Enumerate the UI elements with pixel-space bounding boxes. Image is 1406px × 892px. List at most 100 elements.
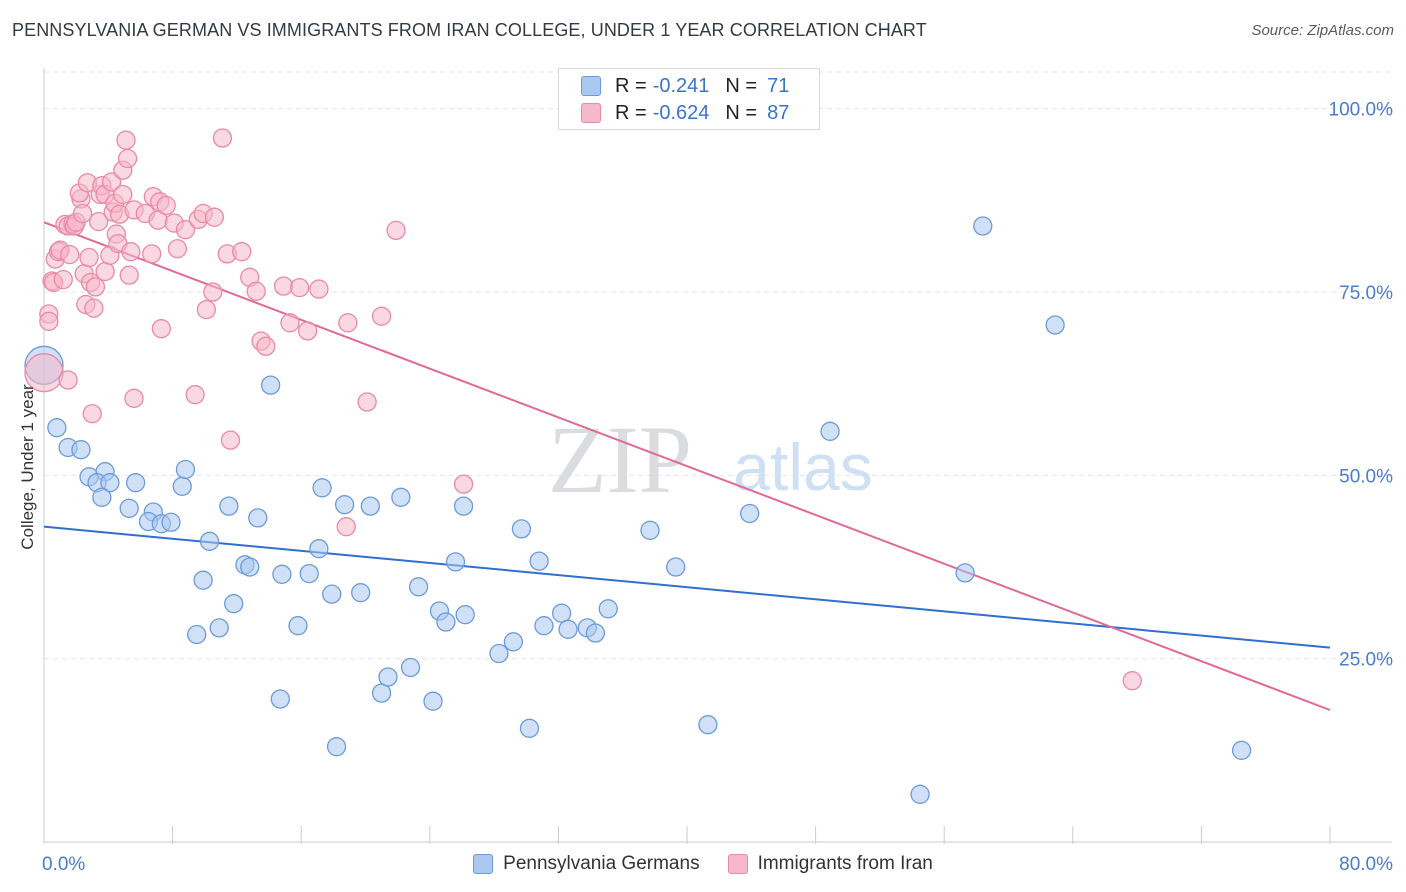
legend-item-immigrants-from-iran[interactable]: Immigrants from Iran xyxy=(727,853,933,875)
legend-label: Pennsylvania Germans xyxy=(503,853,700,874)
data-point-blue xyxy=(551,603,572,623)
data-point-pink xyxy=(116,130,136,150)
data-points xyxy=(24,128,1252,804)
data-point-blue xyxy=(598,599,618,619)
data-point-blue xyxy=(100,473,120,493)
data-point-blue xyxy=(400,657,421,678)
data-point-blue xyxy=(445,552,466,572)
data-point-pink xyxy=(371,306,392,326)
trend-line-blue xyxy=(43,525,1331,649)
data-point-blue xyxy=(519,718,540,738)
data-point-blue xyxy=(119,498,139,518)
data-point-blue xyxy=(698,715,718,735)
data-point-pink xyxy=(336,517,356,537)
data-point-blue xyxy=(322,584,342,604)
data-point-pink xyxy=(220,430,241,450)
data-point-blue xyxy=(378,667,398,687)
y-tick-label: 25.0% xyxy=(1339,650,1393,671)
data-point-pink xyxy=(53,269,73,290)
y-tick-label: 100.0% xyxy=(1329,100,1394,121)
data-point-blue xyxy=(326,737,347,757)
data-point-pink xyxy=(1122,671,1142,691)
data-point-blue xyxy=(436,612,456,632)
data-point-blue xyxy=(534,616,554,636)
data-point-blue xyxy=(261,375,281,395)
stats-row-blue: R = -0.241 N = 71 xyxy=(581,73,789,99)
data-point-pink xyxy=(58,370,78,390)
data-point-pink xyxy=(72,203,93,224)
watermark-atlas: atlas xyxy=(733,430,872,504)
data-point-pink xyxy=(280,313,300,333)
data-point-blue xyxy=(585,623,606,643)
source-note: Source: ZipAtlas.com xyxy=(1251,22,1394,39)
data-point-pink xyxy=(185,385,205,405)
data-point-blue xyxy=(408,577,429,597)
y-axis-label: College, Under 1 year xyxy=(18,384,37,550)
data-point-blue xyxy=(820,421,840,441)
trend-lines xyxy=(43,221,1331,711)
data-point-blue xyxy=(125,473,146,493)
data-point-blue xyxy=(270,689,290,709)
data-point-blue xyxy=(309,539,329,559)
data-point-blue xyxy=(910,784,930,804)
data-point-blue xyxy=(240,557,260,577)
axes-layer xyxy=(43,68,1392,844)
data-point-blue xyxy=(640,520,660,540)
legend-swatch-pink xyxy=(581,103,601,123)
legend-item-pennsylvania-germans[interactable]: Pennsylvania Germans xyxy=(473,853,700,875)
data-point-blue xyxy=(529,551,549,571)
watermark: ZIP atlas xyxy=(548,406,873,513)
data-point-blue xyxy=(224,594,244,614)
legend-swatch-blue xyxy=(473,854,494,874)
data-point-blue xyxy=(511,519,532,539)
data-point-pink xyxy=(273,276,294,296)
x-tick-label: 0.0% xyxy=(42,854,85,875)
legend-label: Immigrants from Iran xyxy=(757,853,933,874)
stats-row-pink: R = -0.624 N = 87 xyxy=(581,100,789,126)
data-point-blue xyxy=(503,632,524,652)
data-point-blue xyxy=(1045,315,1065,335)
data-point-blue xyxy=(272,564,292,584)
r-value: -0.624 xyxy=(652,101,710,124)
data-point-blue xyxy=(92,487,112,507)
data-point-pink xyxy=(82,404,102,424)
legend-swatch-pink xyxy=(727,854,748,874)
data-point-pink xyxy=(196,299,217,320)
data-point-pink xyxy=(124,388,144,408)
data-point-pink xyxy=(212,128,233,148)
data-point-blue xyxy=(209,618,229,638)
data-point-pink xyxy=(386,220,406,241)
n-value: 87 xyxy=(767,101,790,124)
data-point-blue xyxy=(740,503,760,524)
data-point-pink xyxy=(84,298,104,318)
data-point-blue xyxy=(193,570,213,590)
data-point-blue xyxy=(47,418,67,438)
data-point-pink xyxy=(309,279,329,299)
data-point-blue xyxy=(172,476,192,496)
data-point-pink xyxy=(453,474,474,494)
data-point-pink xyxy=(119,265,139,285)
data-point-blue xyxy=(489,643,509,664)
data-point-pink xyxy=(39,311,59,331)
data-point-blue xyxy=(391,487,411,507)
data-point-blue xyxy=(351,583,371,603)
data-point-blue xyxy=(288,616,308,636)
data-point-blue xyxy=(453,496,474,516)
data-point-pink xyxy=(338,313,358,333)
data-point-blue xyxy=(455,605,475,625)
data-point-pink xyxy=(167,239,188,259)
data-point-pink xyxy=(156,195,176,216)
data-point-pink xyxy=(232,242,252,262)
tick-labels: 25.0% 50.0% 75.0% 100.0% 0.0% 80.0% xyxy=(42,100,1393,875)
data-point-pink xyxy=(204,207,225,227)
data-point-pink xyxy=(256,336,276,356)
series-legend: Pennsylvania Germans Immigrants from Ira… xyxy=(0,850,1406,878)
data-point-pink xyxy=(121,242,141,262)
data-point-blue xyxy=(187,624,207,645)
data-point-pink xyxy=(203,282,223,302)
r-label: R = xyxy=(615,74,647,97)
chart-title: PENNSYLVANIA GERMAN VS IMMIGRANTS FROM I… xyxy=(12,20,927,40)
data-point-blue xyxy=(199,531,220,551)
data-point-pink xyxy=(246,281,266,301)
data-point-blue xyxy=(312,478,332,498)
